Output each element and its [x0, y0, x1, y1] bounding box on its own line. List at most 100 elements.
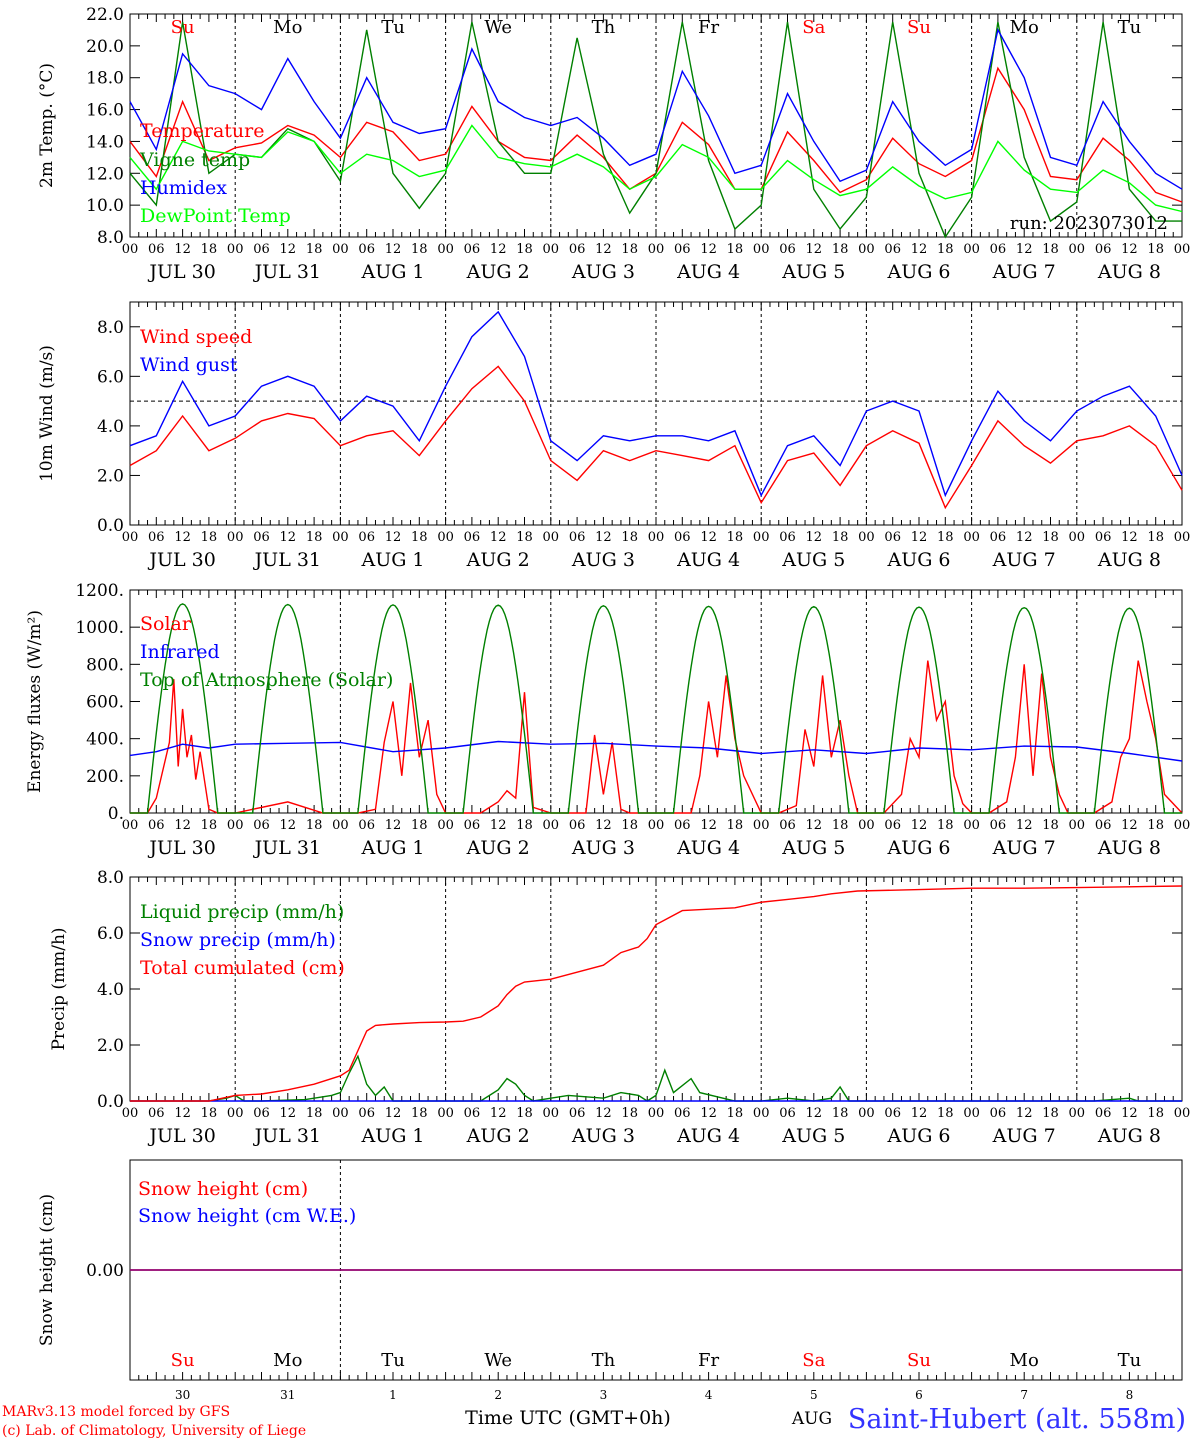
hour-tick-label: 18 — [411, 242, 428, 257]
date-label: AUG 6 — [886, 837, 950, 859]
y-tick-label: 400. — [86, 730, 124, 750]
hour-tick-label: 06 — [148, 1106, 165, 1121]
hour-tick-label: 00 — [332, 242, 349, 257]
hour-tick-label: 06 — [884, 242, 901, 257]
hour-tick-label: 18 — [1147, 530, 1164, 545]
hour-tick-label: 00 — [963, 530, 980, 545]
hour-tick-label: 00 — [1174, 242, 1191, 257]
hour-tick-label: 18 — [1042, 242, 1059, 257]
hour-tick-label: 12 — [490, 1106, 507, 1121]
hour-tick-label: 06 — [148, 818, 165, 833]
y-tick-label: 16.0 — [86, 101, 124, 121]
panel-3: 0. 200. 400. 600. 800. 1000. 1200. Energy fluxe… — [25, 581, 1190, 859]
hour-tick-label: 18 — [201, 242, 218, 257]
hour-tick-label: 00 — [227, 1106, 244, 1121]
legend-entry: Infrared — [140, 641, 220, 663]
hour-tick-label: 12 — [595, 530, 612, 545]
hour-tick-label: 06 — [674, 530, 691, 545]
hour-tick-label: 06 — [884, 1106, 901, 1121]
hour-tick-label: 12 — [174, 1106, 191, 1121]
date-label: AUG 1 — [360, 549, 424, 571]
series-line — [129, 365, 1183, 510]
hour-tick-label: 18 — [1042, 530, 1059, 545]
day-number: 4 — [705, 1388, 713, 1402]
hour-tick-label: 18 — [306, 242, 323, 257]
hour-tick-label: 06 — [253, 530, 270, 545]
hour-tick-label: 06 — [464, 1106, 481, 1121]
hour-tick-label: 00 — [227, 818, 244, 833]
hour-tick-label: 00 — [1174, 818, 1191, 833]
date-label: JUL 31 — [253, 261, 321, 283]
day-number: 31 — [280, 1388, 295, 1402]
plot-frame — [129, 589, 1183, 814]
date-label: JUL 31 — [253, 837, 321, 859]
station-title: Saint-Hubert (alt. 558m) — [848, 1404, 1186, 1435]
day-number: 8 — [1126, 1388, 1134, 1402]
hour-tick-label: 00 — [753, 242, 770, 257]
date-label: AUG 2 — [466, 261, 530, 283]
hour-tick-label: 00 — [437, 242, 454, 257]
hour-tick-label: 06 — [569, 242, 586, 257]
hour-tick-label: 12 — [280, 530, 297, 545]
hour-tick-label: 06 — [990, 530, 1007, 545]
hour-tick-label: 12 — [700, 1106, 717, 1121]
legend-entry: Snow precip (mm/h) — [140, 929, 336, 951]
hour-tick-label: 18 — [411, 1106, 428, 1121]
hour-tick-label: 00 — [227, 530, 244, 545]
date-label: JUL 30 — [147, 261, 215, 283]
weekday-label: Fr — [698, 1350, 719, 1371]
weekday-label: Su — [171, 1350, 195, 1371]
hour-tick-label: 12 — [700, 242, 717, 257]
hour-tick-label: 06 — [779, 1106, 796, 1121]
hour-tick-label: 00 — [1069, 530, 1086, 545]
date-label: AUG 4 — [676, 549, 740, 571]
hour-tick-label: 00 — [963, 818, 980, 833]
hour-tick-label: 00 — [332, 1106, 349, 1121]
hour-tick-label: 00 — [227, 242, 244, 257]
y-tick-label: 0.0 — [97, 1092, 124, 1112]
legend-entry: Humidex — [140, 177, 227, 199]
date-label: AUG 8 — [1097, 549, 1161, 571]
date-label: AUG 4 — [676, 261, 740, 283]
date-label: AUG 3 — [571, 837, 635, 859]
legend-entry: Wind gust — [140, 354, 238, 376]
date-label: AUG 7 — [992, 1125, 1056, 1147]
weekday-label: Sa — [802, 17, 825, 38]
hour-tick-label: 18 — [516, 1106, 533, 1121]
y-tick-label: 0. — [108, 804, 124, 824]
hour-tick-label: 00 — [543, 818, 560, 833]
date-label: AUG 3 — [571, 549, 635, 571]
hour-tick-label: 12 — [911, 530, 928, 545]
hour-tick-label: 06 — [569, 530, 586, 545]
date-label: AUG 5 — [781, 261, 845, 283]
weekday-label: Su — [907, 1350, 931, 1371]
date-label: AUG 4 — [676, 1125, 740, 1147]
x-axis-title: Time UTC (GMT+0h) — [465, 1407, 671, 1429]
hour-tick-label: 00 — [122, 1106, 139, 1121]
hour-tick-label: 18 — [937, 818, 954, 833]
y-axis-label: Energy fluxes (W/m²) — [25, 610, 45, 793]
day-number: 5 — [810, 1388, 818, 1402]
date-label: JUL 31 — [253, 1125, 321, 1147]
legend-entry: Liquid precip (mm/h) — [140, 901, 344, 923]
date-label: AUG 6 — [886, 1125, 950, 1147]
date-label: AUG 3 — [571, 261, 635, 283]
date-label: JUL 30 — [147, 1125, 215, 1147]
y-tick-label: 8.0 — [97, 868, 124, 888]
y-tick-label: 18.0 — [86, 69, 124, 89]
y-tick-label: 6.0 — [97, 367, 124, 387]
day-number: 1 — [389, 1388, 397, 1402]
hour-tick-label: 18 — [727, 530, 744, 545]
hour-tick-label: 06 — [464, 242, 481, 257]
hour-tick-label: 06 — [253, 818, 270, 833]
hour-tick-label: 18 — [832, 530, 849, 545]
series-line — [130, 660, 1183, 814]
hour-tick-label: 06 — [148, 530, 165, 545]
hour-tick-label: 12 — [174, 530, 191, 545]
hour-tick-label: 18 — [1042, 818, 1059, 833]
y-axis-label: Precip (mm/h) — [49, 927, 69, 1050]
panel-4: 0.0 2.0 4.0 6.0 8.0 Precip (mm/h) Liquid preci… — [49, 868, 1190, 1147]
hour-tick-label: 06 — [990, 1106, 1007, 1121]
y-tick-label: 4.0 — [97, 417, 124, 437]
